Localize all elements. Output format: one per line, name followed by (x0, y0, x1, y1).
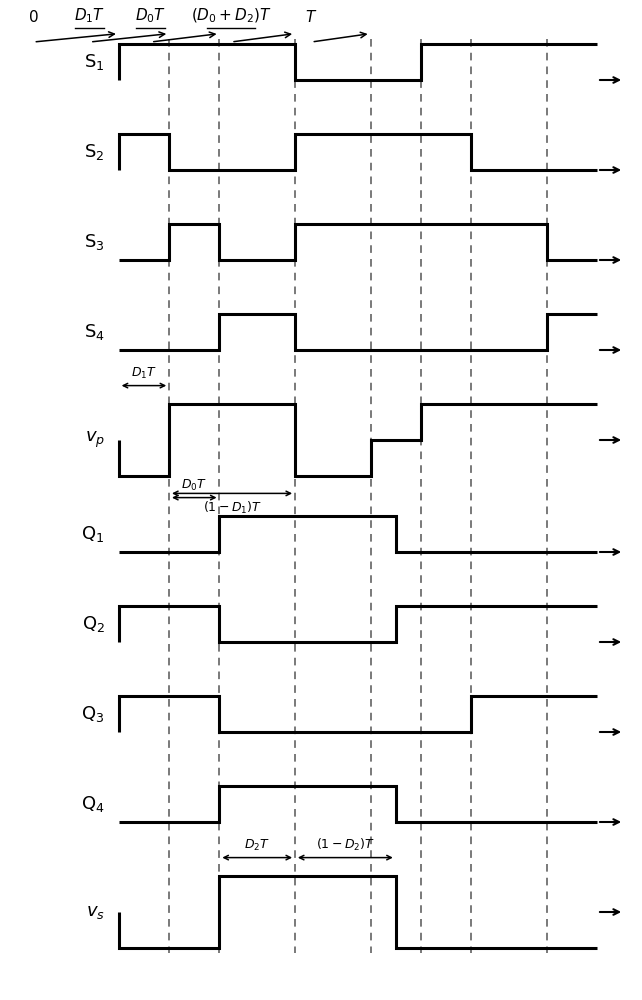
Text: $D_0T$: $D_0T$ (181, 477, 207, 493)
Text: $v_p$: $v_p$ (85, 430, 105, 450)
Text: Q$_2$: Q$_2$ (82, 614, 105, 634)
Text: Q$_4$: Q$_4$ (81, 794, 105, 814)
Text: $(D_0+D_2)T$: $(D_0+D_2)T$ (191, 7, 272, 25)
Text: $(1-D_1)T$: $(1-D_1)T$ (202, 500, 261, 516)
Text: $D_2T$: $D_2T$ (244, 837, 270, 853)
Text: $D_1T$: $D_1T$ (131, 365, 157, 381)
Text: $v_s$: $v_s$ (85, 903, 105, 921)
Text: Q$_3$: Q$_3$ (82, 704, 105, 724)
Text: $(1-D_2)T$: $(1-D_2)T$ (316, 836, 375, 853)
Text: S$_3$: S$_3$ (84, 232, 105, 252)
Text: S$_4$: S$_4$ (83, 322, 105, 342)
Text: S$_1$: S$_1$ (84, 52, 105, 72)
Text: Q$_1$: Q$_1$ (82, 524, 105, 544)
Text: S$_2$: S$_2$ (84, 142, 105, 162)
Text: $D_0T$: $D_0T$ (135, 6, 166, 25)
Text: $0$: $0$ (28, 9, 39, 25)
Text: $T$: $T$ (305, 9, 318, 25)
Text: $D_1T$: $D_1T$ (74, 6, 105, 25)
